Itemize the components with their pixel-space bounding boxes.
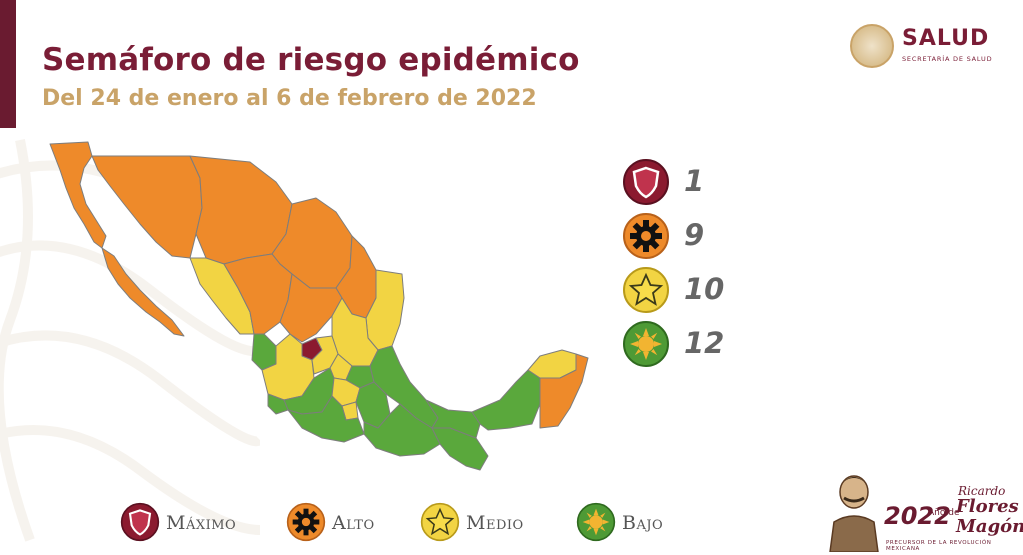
state-colima — [267, 393, 289, 415]
key-maximo: Máximo — [120, 502, 270, 542]
count-row-maximo: 1 — [622, 158, 772, 206]
logo-word: SALUD — [902, 26, 990, 51]
shield-icon — [120, 502, 160, 542]
key-label-bajo: Bajo — [622, 512, 664, 534]
key-label-maximo: Máximo — [166, 512, 237, 534]
mexico-map — [49, 141, 589, 471]
portrait-icon — [829, 475, 879, 552]
count-row-alto: 9 — [622, 212, 772, 260]
sun-icon — [576, 502, 616, 542]
state-baja-california-sur — [101, 247, 185, 337]
count-alto: 9 — [684, 218, 705, 252]
star-icon — [623, 267, 669, 313]
state-campeche — [471, 369, 541, 431]
footer-name-1: Ricardo — [958, 484, 1006, 498]
state-sonora — [91, 155, 203, 259]
page-subtitle: Del 24 de enero al 6 de febrero de 2022 — [42, 86, 537, 111]
footer-name-2: Flores — [956, 496, 1019, 517]
count-row-medio: 10 — [622, 266, 772, 314]
salud-logo: SALUD SECRETARÍA DE SALUD — [850, 22, 1010, 72]
state-quintana-roo — [539, 353, 589, 429]
key-bajo: Bajo — [576, 502, 696, 542]
key-label-alto: Alto — [332, 512, 375, 534]
star-icon — [420, 502, 460, 542]
key-medio: Medio — [420, 502, 560, 542]
shield-icon — [623, 159, 669, 205]
gear-icon — [623, 213, 669, 259]
state-tabasco — [425, 399, 481, 439]
footer-name-3: Magón — [956, 516, 1023, 537]
seal-icon — [850, 24, 894, 68]
count-row-bajo: 12 — [622, 320, 772, 368]
page-title: Semáforo de riesgo epidémico — [42, 42, 580, 78]
gear-icon — [286, 502, 326, 542]
flores-magon-logo: 2022 Año de Ricardo Flores Magón PRECURS… — [826, 470, 1023, 552]
state-chiapas — [431, 427, 489, 471]
footer-year: 2022 — [884, 502, 951, 530]
state-nayarit — [251, 333, 277, 371]
state-baja-california — [49, 141, 107, 249]
state-zacatecas — [279, 273, 343, 343]
count-bajo: 12 — [684, 326, 725, 360]
key-alto: Alto — [286, 502, 406, 542]
footer-ano: Año de — [928, 508, 960, 518]
sun-icon — [623, 321, 669, 367]
brand-side-bar — [0, 0, 16, 128]
state-guerrero — [287, 395, 365, 443]
logo-subtitle: SECRETARÍA DE SALUD — [902, 55, 993, 63]
count-medio: 10 — [684, 272, 725, 306]
footer-tagline: PRECURSOR DE LA REVOLUCIÓN MEXICANA — [886, 540, 992, 552]
key-label-medio: Medio — [466, 512, 524, 534]
count-maximo: 1 — [684, 164, 705, 198]
